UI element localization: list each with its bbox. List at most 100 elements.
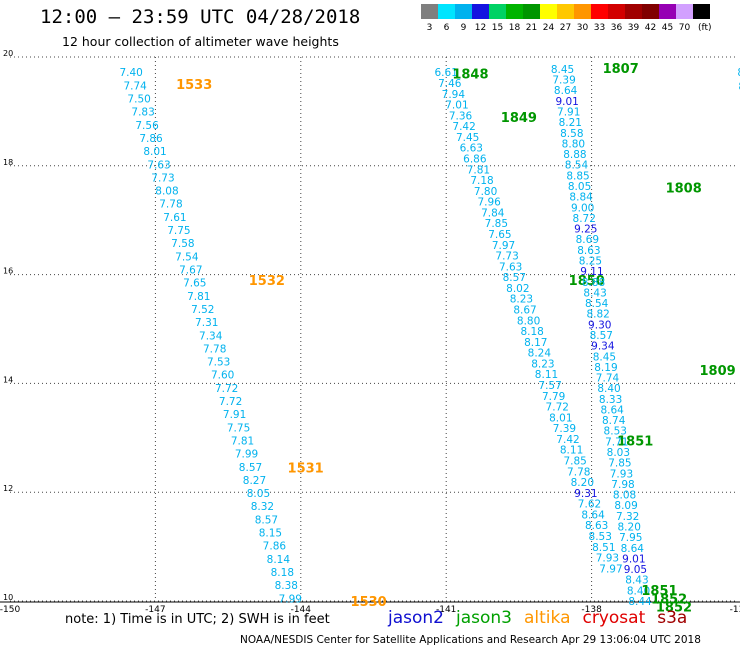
color-scale-label: 36 [610,23,623,33]
swh-value: 7.86 [263,541,287,553]
time-label: 1850 [569,274,605,289]
swh-value: 7.81 [187,291,210,303]
swh-value: 8.33 [599,394,622,406]
color-scale-swatch [540,4,557,19]
swh-value: 7.32 [616,511,639,523]
swh-value: 8.20 [618,522,641,534]
satellite-legend-item: cryosat [582,608,646,628]
swh-value: 7.01 [445,100,468,112]
swh-value: 8.53 [604,426,627,438]
swh-value: 7.96 [477,197,501,209]
time-label: 1809 [700,364,736,379]
y-tick-label: 18 [3,158,13,167]
swh-value: 8.11 [560,445,583,457]
swh-value: 8.72 [573,213,596,225]
y-tick-label: 12 [3,484,13,493]
y-tick-label: 14 [3,375,13,384]
swh-value: 8.57 [239,462,262,474]
satellite-legend: jason2 jason3 altika cryosat s3a [388,608,699,628]
satellite-legend-item: jason2 [388,608,444,628]
swh-value: 7.45 [456,132,479,144]
swh-value: 7.54 [175,251,199,263]
x-tick-label: -13 [730,605,740,615]
swh-value: 7.36 [449,110,473,122]
color-scale-label: 6 [443,23,450,33]
swh-value: 8.43 [625,575,648,587]
swh-value: 7.97 [599,563,622,575]
swh-value: 8.82 [586,309,609,321]
swh-value: 7.46 [438,78,462,90]
grid-lines [0,56,740,603]
swh-value: 7.81 [231,435,254,447]
swh-value: 8.74 [602,415,626,427]
swh-value: 7.42 [452,121,475,133]
swh-value: 8.69 [576,234,599,246]
swh-value: 7.18 [470,175,493,187]
color-scale-label: 70 [678,23,691,33]
color-scale-label: 39 [627,23,640,33]
x-tick-label: -138 [581,605,602,615]
color-scale-swatch [625,4,642,19]
swh-value: 8.44 [628,596,652,608]
color-scale-swatch [506,4,523,19]
swh-value: 7.84 [481,207,505,219]
swh-value: 6.61 [435,67,458,79]
swh-value: 9.00 [571,202,594,214]
color-scale-label: 33 [593,23,606,33]
swh-value: 8.88 [582,277,605,289]
swh-value: 8.54 [565,160,589,172]
swh-value: 7.99 [279,593,302,605]
y-tick-label: 16 [3,267,13,276]
swh-value: 7.60 [211,370,234,382]
swh-value: 8.23 [510,294,533,306]
swh-value: 7.71 [605,436,628,448]
color-scale-label: 27 [559,23,572,33]
swh-value: 8.05 [568,181,591,193]
swh-value: 8.88 [563,149,586,161]
swh-value: 7.75 [227,422,250,434]
swh-value: 7.80 [474,186,497,198]
footer-credit: NOAA/NESDIS Center for Satellite Applica… [240,634,701,646]
swh-value: 7.73 [151,172,174,184]
swh-value: 8.43 [583,287,606,299]
swh-value: 8.53 [589,531,612,543]
swh-value: 7.83 [131,107,154,119]
swh-value: 6.63 [460,143,483,155]
swh-value: 7.57 [538,380,561,392]
swh-value: 7.75 [167,225,190,237]
swh-value: 8.57 [255,514,278,526]
time-label: 1848 [452,67,488,82]
swh-value: 7.63 [147,159,170,171]
swh-value: 6.86 [463,154,487,166]
swh-value: 8.20 [571,477,594,489]
swh-value: 7.72 [215,383,238,395]
time-label: 1530 [351,595,387,610]
swh-value: 7.31 [195,317,218,329]
swh-value: 7.61 [163,212,186,224]
swh-value: 8.58 [560,128,583,140]
swh-value: 7.40 [119,67,142,79]
swh-value: 8.01 [549,412,572,424]
color-scale-label: 42 [644,23,657,33]
swh-value: 7.52 [191,304,214,316]
swh-value: 7.34 [199,330,223,342]
swh-value: 8.17 [738,81,740,93]
swh-value: 8.17 [524,337,547,349]
color-scale-swatch [489,4,506,19]
swh-value: 8.57 [503,272,526,284]
swh-value: 8.51 [592,542,615,554]
swh-value: 8.27 [243,475,266,487]
swh-value: 7.65 [183,278,206,290]
swh-value: 7.86 [139,133,163,145]
time-label: 1849 [501,111,537,126]
time-label: 1852 [651,592,687,607]
satellite-legend-item: altika [524,608,571,628]
time-label: 1532 [249,274,285,289]
swh-value: 7.72 [546,402,569,414]
satellite-legend-item: s3a [657,608,688,628]
swh-value: 8.80 [517,315,540,327]
swh-value: 7.85 [608,458,631,470]
color-scale-label: 12 [474,23,487,33]
page-title: 12:00 – 23:59 UTC 04/28/2018 [40,6,361,28]
swh-value: 8.63 [585,520,608,532]
